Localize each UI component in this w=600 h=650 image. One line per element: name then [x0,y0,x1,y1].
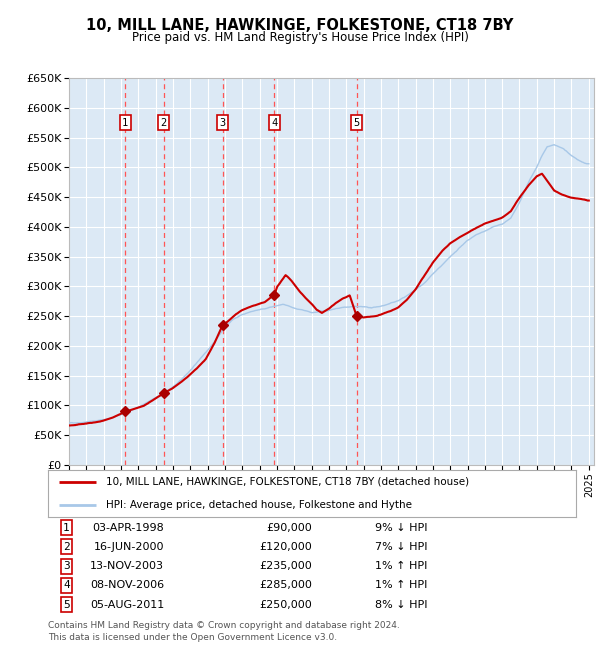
Text: £120,000: £120,000 [259,542,312,552]
Text: 13-NOV-2003: 13-NOV-2003 [90,561,164,571]
Text: 2: 2 [160,118,167,127]
Text: £90,000: £90,000 [266,523,312,532]
Text: 08-NOV-2006: 08-NOV-2006 [90,580,164,590]
Text: 1: 1 [63,523,70,532]
Text: 10, MILL LANE, HAWKINGE, FOLKESTONE, CT18 7BY (detached house): 10, MILL LANE, HAWKINGE, FOLKESTONE, CT1… [106,476,469,487]
Text: 4: 4 [63,580,70,590]
Text: 16-JUN-2000: 16-JUN-2000 [94,542,164,552]
Text: 5: 5 [353,118,360,127]
Text: 3: 3 [63,561,70,571]
Text: 03-APR-1998: 03-APR-1998 [92,523,164,532]
Text: 2: 2 [63,542,70,552]
Text: £250,000: £250,000 [259,600,312,610]
Text: 5: 5 [63,600,70,610]
Text: 1% ↑ HPI: 1% ↑ HPI [376,561,428,571]
Text: 4: 4 [271,118,278,127]
Text: 1: 1 [122,118,128,127]
Text: 9% ↓ HPI: 9% ↓ HPI [376,523,428,532]
Text: £235,000: £235,000 [259,561,312,571]
Text: HPI: Average price, detached house, Folkestone and Hythe: HPI: Average price, detached house, Folk… [106,500,412,510]
Text: 10, MILL LANE, HAWKINGE, FOLKESTONE, CT18 7BY: 10, MILL LANE, HAWKINGE, FOLKESTONE, CT1… [86,18,514,33]
Text: 1% ↑ HPI: 1% ↑ HPI [376,580,428,590]
Text: 8% ↓ HPI: 8% ↓ HPI [376,600,428,610]
Text: Price paid vs. HM Land Registry's House Price Index (HPI): Price paid vs. HM Land Registry's House … [131,31,469,44]
Text: 7% ↓ HPI: 7% ↓ HPI [376,542,428,552]
Text: 3: 3 [220,118,226,127]
Text: £285,000: £285,000 [259,580,312,590]
Text: Contains HM Land Registry data © Crown copyright and database right 2024.
This d: Contains HM Land Registry data © Crown c… [48,621,400,642]
Text: 05-AUG-2011: 05-AUG-2011 [90,600,164,610]
